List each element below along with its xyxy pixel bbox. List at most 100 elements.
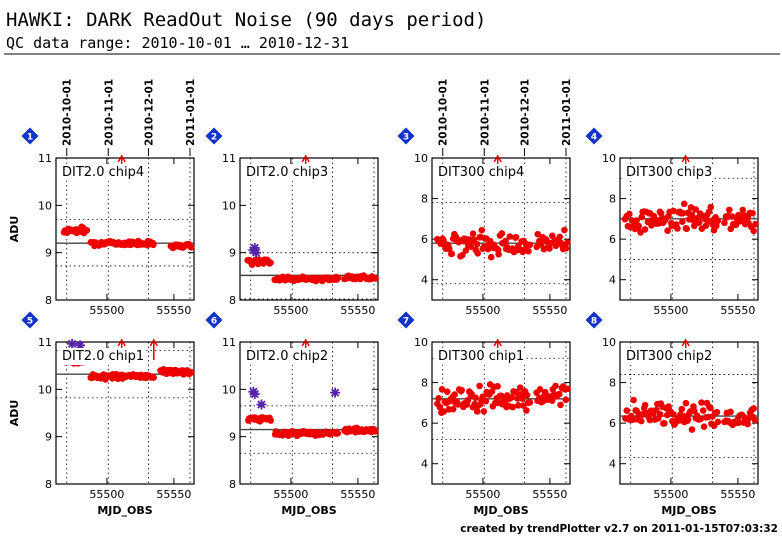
data-point [548, 397, 556, 404]
page-subtitle: QC data range: 2010-10-01 … 2010-12-31 [6, 34, 349, 52]
plot-frame [431, 157, 571, 301]
data-point [515, 402, 522, 409]
outlier-point [75, 340, 86, 351]
data-point [713, 408, 721, 416]
data-point [556, 390, 563, 398]
data-point [512, 233, 520, 241]
panel-number: 5 [27, 317, 33, 327]
outlier-point [251, 247, 262, 258]
data-point [752, 220, 759, 228]
x-tick-label: 55500 [465, 304, 500, 317]
x-tick-label: 55550 [532, 488, 567, 501]
y-tick-label: 9 [229, 247, 236, 260]
y-tick-label: 11 [222, 152, 236, 165]
data-point [750, 405, 757, 412]
panel-label: DIT2.0 chip2 [246, 349, 328, 364]
data-point [487, 253, 495, 261]
y-tick-label: 11 [38, 152, 52, 165]
data-point [641, 401, 649, 409]
data-point [526, 399, 534, 406]
data-point [688, 426, 696, 433]
y-tick-label: 8 [609, 193, 616, 206]
top-date-axis-right: 2010-10-01 2010-11-01 2010-12-01 2011-01-01 [438, 79, 573, 156]
y-tick-label: 10 [602, 152, 616, 165]
panel-number-badge [397, 127, 415, 145]
data-point [445, 245, 453, 253]
data-point [459, 251, 466, 259]
data-point [749, 209, 756, 217]
y-tick-label: 4 [421, 274, 428, 287]
data-point [449, 405, 457, 413]
panel-number: 8 [591, 317, 597, 327]
panel-label: DIT300 chip3 [626, 165, 712, 180]
data-point [506, 233, 514, 240]
data-point [372, 428, 379, 435]
data-point [700, 423, 708, 431]
data-point [480, 408, 488, 415]
panel-label-bg [436, 348, 527, 365]
data-point [690, 222, 698, 230]
data-point [549, 232, 556, 240]
plot-frame [619, 341, 759, 485]
data-point [469, 230, 477, 238]
data-point [188, 369, 195, 376]
data-point [552, 242, 560, 250]
panel-number: 1 [27, 133, 33, 143]
y-tick-label: 9 [229, 431, 236, 444]
top-date-label: 2010-11-01 [103, 79, 115, 146]
x-tick-label: 55500 [653, 304, 688, 317]
panel-label: DIT300 chip1 [438, 349, 524, 364]
data-point [372, 275, 379, 282]
panel-label-bg [60, 164, 147, 181]
data-point [561, 226, 568, 234]
data-point [150, 374, 157, 381]
data-point [552, 382, 559, 390]
data-point [519, 395, 526, 402]
data-point [516, 384, 524, 391]
y-tick-label: 10 [38, 383, 52, 396]
data-point [670, 207, 677, 215]
data-point [684, 416, 692, 423]
x-tick-label: 55550 [720, 488, 755, 501]
data-point [498, 230, 506, 237]
data-point [638, 213, 646, 221]
data-point [474, 250, 482, 257]
x-axis-label: MJD_OBS [473, 504, 528, 517]
data-point [473, 240, 481, 248]
outlier-point [256, 399, 267, 410]
panel-label-bg [624, 348, 715, 365]
data-point [438, 386, 446, 393]
x-axis-label: MJD_OBS [281, 504, 336, 517]
data-point [472, 394, 479, 402]
panel-number: 2 [211, 133, 217, 143]
x-tick-label: 55550 [340, 488, 375, 501]
y-tick-label: 4 [421, 458, 428, 471]
data-point [476, 382, 483, 390]
y-tick-label: 9 [45, 247, 52, 260]
page-title: HAWKI: DARK ReadOut Noise (90 days perio… [6, 9, 486, 31]
data-point [714, 217, 722, 225]
y-tick-label: 8 [229, 294, 236, 307]
data-point [150, 241, 157, 249]
y-tick-label: 11 [38, 336, 52, 349]
data-point [526, 241, 534, 249]
panel-label-bg [436, 164, 527, 181]
data-point [546, 245, 553, 252]
data-point [520, 402, 527, 409]
data-point [334, 430, 342, 437]
panel-label-bg [244, 348, 331, 365]
y-tick-label: 10 [38, 199, 52, 212]
data-point [646, 416, 654, 424]
data-point [735, 419, 742, 427]
x-tick-label: 55550 [340, 304, 375, 317]
top-date-label: 2010-10-01 [62, 79, 74, 146]
data-point [541, 388, 549, 396]
y-tick-label: 6 [421, 233, 428, 246]
panel-3: 3 4 6 8 10 55500 55550 DIT300 chip4 [397, 127, 571, 317]
data-point [482, 397, 490, 405]
data-point [494, 382, 501, 390]
panel-label: DIT300 chip2 [626, 349, 712, 364]
data-point [443, 388, 451, 395]
